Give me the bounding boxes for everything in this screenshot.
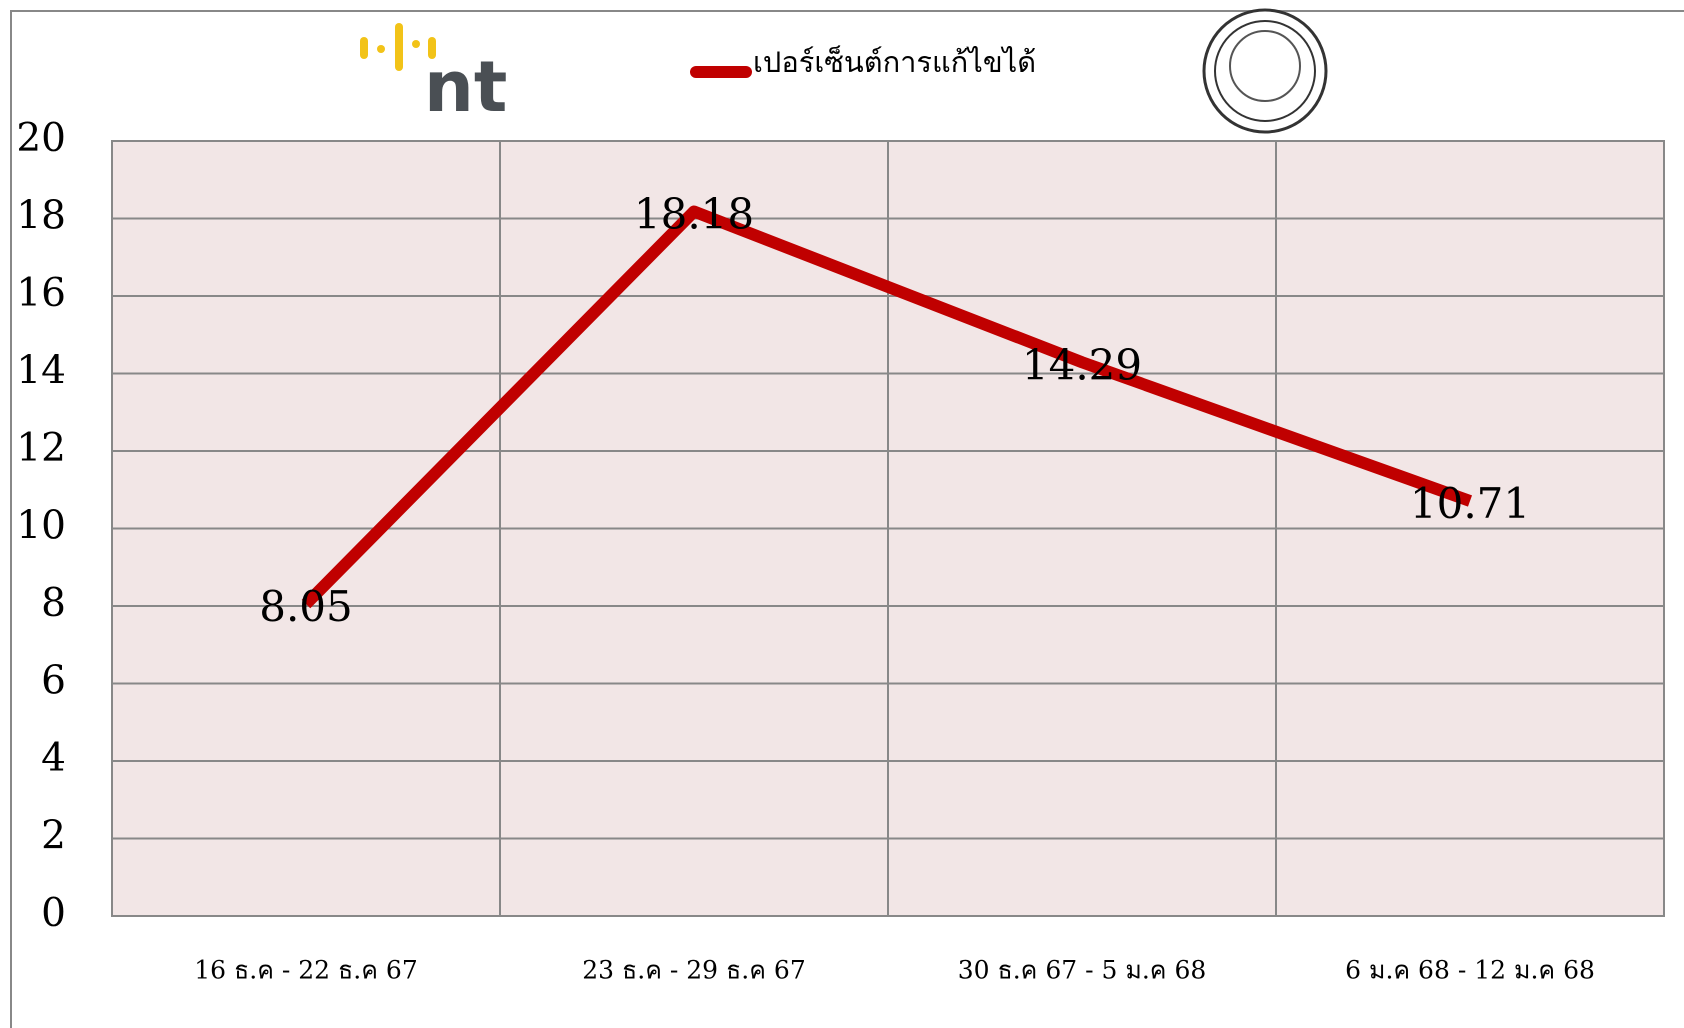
data-label: 18.18 bbox=[634, 190, 754, 239]
logo-bar bbox=[395, 23, 403, 71]
y-tick-label: 8 bbox=[41, 581, 66, 626]
x-tick-label: 23 ธ.ค - 29 ธ.ค 67 bbox=[582, 956, 805, 985]
seal-ring bbox=[1214, 20, 1316, 122]
frame bbox=[10, 10, 1684, 1028]
seal-inner bbox=[1229, 30, 1301, 102]
y-tick-label: 2 bbox=[41, 814, 66, 859]
logo-dot bbox=[377, 45, 385, 53]
seal-ring bbox=[1202, 8, 1328, 134]
y-tick-label: 20 bbox=[16, 116, 66, 161]
data-label: 8.05 bbox=[259, 582, 353, 631]
y-tick-label: 18 bbox=[16, 194, 66, 239]
seal bbox=[1202, 8, 1328, 134]
data-label: 10.71 bbox=[1410, 479, 1530, 528]
x-tick-label: 6 ม.ค 68 - 12 ม.ค 68 bbox=[1345, 956, 1595, 985]
y-tick-label: 4 bbox=[41, 736, 66, 781]
y-tick-label: 10 bbox=[16, 504, 66, 549]
x-tick-label: 16 ธ.ค - 22 ธ.ค 67 bbox=[194, 956, 417, 985]
y-tick-label: 6 bbox=[41, 659, 66, 704]
plot-border bbox=[111, 140, 1665, 917]
data-label: 14.29 bbox=[1022, 340, 1142, 389]
y-tick-label: 12 bbox=[16, 426, 66, 471]
x-tick-label: 30 ธ.ค 67 - 5 ม.ค 68 bbox=[958, 956, 1207, 985]
y-tick-label: 0 bbox=[41, 891, 66, 936]
logo-bar bbox=[428, 37, 436, 59]
logo-text: nt bbox=[424, 46, 507, 128]
logo-bar bbox=[360, 37, 368, 59]
y-tick-label: 14 bbox=[16, 349, 66, 394]
y-tick-label: 16 bbox=[16, 271, 66, 316]
data-line bbox=[301, 205, 1473, 609]
nt-logo: nt bbox=[360, 23, 507, 128]
legend-label: เปอร์เซ็นต์การแก้ไขได้ bbox=[753, 44, 1036, 79]
logo-dot bbox=[412, 40, 420, 48]
